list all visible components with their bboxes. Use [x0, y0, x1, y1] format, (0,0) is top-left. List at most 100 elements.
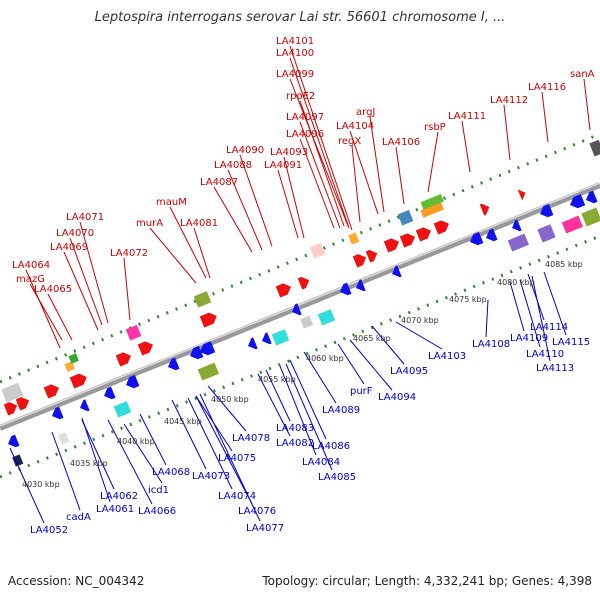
forward-gene-label[interactable]: LA4101: [276, 36, 314, 47]
reverse-gene-label[interactable]: LA4086: [312, 441, 350, 452]
feature-box[interactable]: [581, 207, 600, 227]
feature-box[interactable]: [64, 361, 75, 372]
feature-box[interactable]: [561, 215, 583, 234]
reverse-gene-label[interactable]: LA4073: [192, 471, 230, 482]
forward-gene[interactable]: [69, 371, 89, 389]
reverse-gene-label[interactable]: LA4114: [530, 322, 568, 333]
forward-gene-label[interactable]: LA4071: [66, 212, 104, 223]
forward-gene-label[interactable]: LA4097: [286, 112, 324, 123]
forward-gene-label[interactable]: LA4100: [276, 48, 314, 59]
reverse-gene[interactable]: [290, 303, 302, 317]
reverse-gene-label[interactable]: LA4062: [100, 491, 138, 502]
forward-gene-label[interactable]: LA4112: [490, 95, 528, 106]
reverse-gene[interactable]: [484, 228, 498, 244]
forward-gene-label[interactable]: argJ: [356, 107, 375, 118]
reverse-gene[interactable]: [50, 406, 64, 422]
forward-gene-label[interactable]: mauM: [156, 197, 187, 208]
reverse-gene[interactable]: [584, 190, 598, 206]
forward-gene-label[interactable]: sanA: [570, 69, 595, 80]
forward-gene[interactable]: [433, 218, 451, 235]
reverse-gene[interactable]: [166, 357, 180, 373]
forward-gene[interactable]: [43, 382, 61, 399]
reverse-gene-label[interactable]: LA4076: [238, 506, 276, 517]
forward-gene[interactable]: [199, 310, 219, 328]
reverse-gene-label[interactable]: purF: [350, 386, 373, 397]
reverse-gene-label[interactable]: LA4109: [510, 333, 548, 344]
reverse-gene[interactable]: [78, 399, 90, 413]
forward-gene-label[interactable]: LA4069: [50, 242, 88, 253]
forward-gene-label[interactable]: LA4099: [276, 69, 314, 80]
reverse-gene[interactable]: [124, 374, 140, 391]
feature-box[interactable]: [420, 194, 444, 210]
feature-box[interactable]: [300, 315, 314, 329]
reverse-gene-label[interactable]: LA4115: [552, 337, 590, 348]
reverse-gene-label[interactable]: LA4108: [472, 339, 510, 350]
reverse-gene-label[interactable]: LA4103: [428, 351, 466, 362]
reverse-gene-label[interactable]: LA4083: [276, 423, 314, 434]
feature-box[interactable]: [68, 353, 79, 364]
feature-box[interactable]: [1, 382, 24, 403]
reverse-gene[interactable]: [538, 203, 554, 220]
forward-gene-label[interactable]: LA4065: [34, 284, 72, 295]
forward-gene-label[interactable]: LA4072: [110, 248, 148, 259]
reverse-gene[interactable]: [510, 219, 522, 233]
forward-gene-label[interactable]: LA4070: [56, 228, 94, 239]
feature-box[interactable]: [507, 233, 529, 252]
reverse-gene[interactable]: [260, 332, 272, 346]
forward-gene[interactable]: [415, 225, 433, 242]
reverse-gene-label[interactable]: LA4066: [138, 506, 176, 517]
forward-gene[interactable]: [383, 236, 401, 253]
forward-gene[interactable]: [275, 281, 293, 298]
forward-gene[interactable]: [399, 231, 417, 248]
forward-gene-label[interactable]: regX: [338, 136, 361, 147]
forward-gene-label[interactable]: LA4064: [12, 260, 50, 271]
reverse-gene-label[interactable]: LA4061: [96, 504, 134, 515]
reverse-gene-label[interactable]: cadA: [66, 512, 91, 523]
feature-box[interactable]: [348, 232, 360, 245]
forward-gene-label[interactable]: LA4111: [448, 111, 486, 122]
forward-gene-label[interactable]: LA4091: [264, 160, 302, 171]
reverse-gene[interactable]: [338, 282, 352, 298]
forward-gene[interactable]: [479, 201, 492, 216]
feature-box[interactable]: [193, 291, 212, 308]
feature-box[interactable]: [125, 324, 142, 341]
feature-box[interactable]: [589, 139, 600, 157]
reverse-gene-label[interactable]: LA4095: [390, 366, 428, 377]
feature-box[interactable]: [420, 202, 444, 218]
reverse-gene[interactable]: [188, 345, 204, 362]
feature-box[interactable]: [197, 362, 219, 381]
feature-box[interactable]: [58, 432, 70, 445]
forward-gene-label[interactable]: LA4093: [270, 147, 308, 158]
reverse-gene-label[interactable]: LA4110: [526, 349, 564, 360]
reverse-gene-label[interactable]: LA4113: [536, 363, 574, 374]
forward-gene-label[interactable]: LA4106: [382, 137, 420, 148]
forward-gene[interactable]: [297, 275, 312, 290]
forward-gene-label[interactable]: LA4081: [180, 218, 218, 229]
reverse-gene-label[interactable]: LA4075: [218, 453, 256, 464]
forward-gene-label[interactable]: LA4087: [200, 177, 238, 188]
forward-gene[interactable]: [137, 339, 155, 356]
forward-gene-label[interactable]: rpoE2: [286, 91, 315, 102]
reverse-gene[interactable]: [102, 386, 116, 402]
forward-gene-label[interactable]: LA4104: [336, 121, 374, 132]
forward-gene-label[interactable]: LA4116: [528, 82, 566, 93]
reverse-gene[interactable]: [354, 279, 366, 293]
forward-gene[interactable]: [3, 400, 20, 416]
reverse-gene[interactable]: [468, 231, 484, 248]
feature-box[interactable]: [317, 309, 336, 326]
reverse-gene-label[interactable]: LA4078: [232, 433, 270, 444]
feature-box[interactable]: [113, 401, 132, 418]
reverse-gene[interactable]: [6, 434, 20, 450]
forward-gene[interactable]: [352, 252, 369, 268]
reverse-gene-label[interactable]: LA4082: [276, 438, 314, 449]
reverse-gene[interactable]: [246, 337, 258, 351]
forward-gene[interactable]: [115, 350, 133, 367]
reverse-gene-label[interactable]: LA4077: [246, 523, 284, 534]
feature-box[interactable]: [271, 329, 290, 346]
forward-gene[interactable]: [365, 248, 380, 263]
feature-box[interactable]: [397, 209, 414, 226]
reverse-gene[interactable]: [390, 265, 402, 279]
feature-box[interactable]: [309, 242, 326, 259]
reverse-gene-label[interactable]: LA4089: [322, 405, 360, 416]
